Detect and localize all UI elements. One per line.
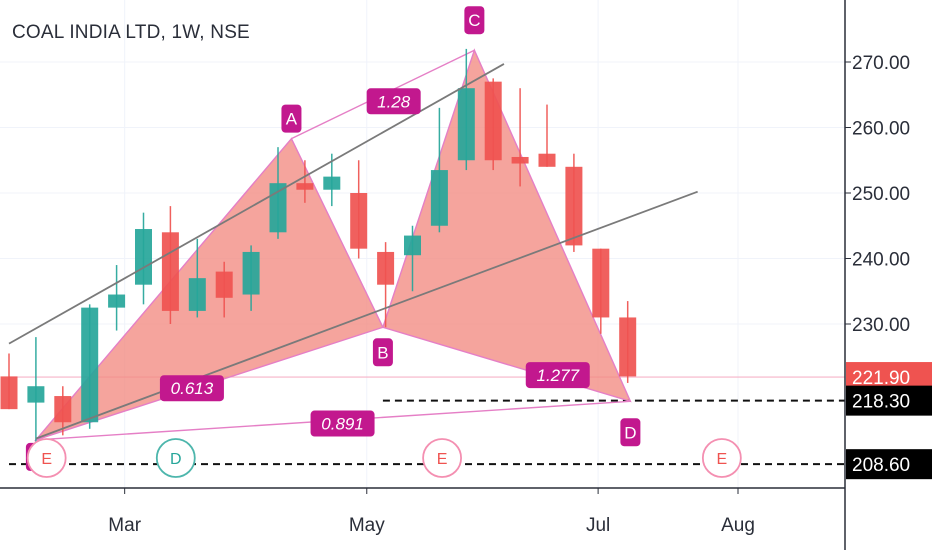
candle-body bbox=[592, 248, 610, 318]
event-marker: D bbox=[155, 438, 196, 478]
price-label-box bbox=[846, 385, 932, 416]
ratio-labels: 0.613 1.28 1.277 0.891 bbox=[159, 88, 590, 437]
candle-body bbox=[27, 386, 45, 403]
candle-body bbox=[350, 193, 368, 249]
trendline bbox=[8, 63, 505, 345]
event-marker-letter: E bbox=[717, 451, 728, 468]
event-marker: E bbox=[701, 438, 742, 478]
point-label-box bbox=[281, 104, 302, 133]
price-label-text: 208.60 bbox=[852, 455, 910, 476]
candle-body bbox=[538, 153, 556, 167]
price-label: 218.30 bbox=[846, 385, 932, 416]
x-tick-label: Aug bbox=[721, 515, 755, 536]
candle-body bbox=[54, 396, 72, 423]
ratio-label-text: 1.277 bbox=[536, 366, 579, 385]
event-marker-letter: D bbox=[170, 451, 182, 468]
point-label-box bbox=[464, 6, 485, 35]
candle-body bbox=[242, 251, 260, 295]
price-label-text: 221.90 bbox=[852, 368, 910, 389]
point-label-d: D bbox=[620, 418, 641, 447]
point-label-text: C bbox=[468, 11, 480, 30]
candle-body bbox=[0, 376, 18, 410]
point-label-text: D bbox=[624, 423, 636, 442]
event-marker-circle bbox=[422, 438, 462, 478]
candle-body bbox=[457, 88, 475, 161]
trendline bbox=[35, 190, 698, 440]
candle-body bbox=[188, 278, 206, 311]
candles bbox=[0, 48, 637, 442]
point-label-text: A bbox=[286, 110, 298, 129]
event-marker-circle bbox=[26, 438, 67, 478]
candle-body bbox=[619, 317, 637, 377]
event-marker-letter: E bbox=[41, 451, 52, 468]
event-marker: E bbox=[422, 438, 462, 478]
event-marker-circle bbox=[155, 438, 196, 478]
point-label-text: B bbox=[377, 343, 388, 362]
candle-body bbox=[81, 307, 99, 423]
candle-body bbox=[404, 235, 421, 256]
ratio-label-text: 0.891 bbox=[321, 415, 364, 434]
candle-body bbox=[296, 183, 314, 190]
price-label-box bbox=[846, 449, 932, 480]
ratio-label-text: 0.613 bbox=[171, 379, 214, 398]
pattern-triangle-bcd bbox=[382, 48, 632, 403]
ratio-label: 0.613 bbox=[159, 375, 224, 402]
point-label-box bbox=[620, 418, 641, 447]
event-marker-circle bbox=[701, 438, 742, 478]
ratio-label-text: 1.28 bbox=[377, 92, 411, 111]
chart-title: COAL INDIA LTD, 1W, NSE bbox=[12, 22, 250, 43]
event-marker-letter: E bbox=[437, 451, 448, 468]
candle-body bbox=[161, 232, 179, 311]
x-tick-label: Jul bbox=[586, 515, 610, 536]
event-marker: E bbox=[26, 438, 67, 478]
point-label-box bbox=[372, 338, 393, 367]
y-tick-label: 230.00 bbox=[852, 315, 910, 336]
y-tick-label: 250.00 bbox=[852, 184, 910, 205]
point-label-a: A bbox=[281, 104, 302, 133]
ratio-label-box bbox=[310, 410, 375, 437]
y-tick-label: 240.00 bbox=[852, 250, 910, 271]
x-tick-label: May bbox=[349, 515, 385, 536]
ratio-label: 0.891 bbox=[310, 410, 375, 437]
ratio-label-box bbox=[525, 362, 590, 389]
candle-body bbox=[484, 81, 502, 161]
ratio-label: 1.277 bbox=[525, 362, 590, 389]
price-label: 208.60 bbox=[846, 449, 932, 480]
point-label-b: B bbox=[372, 338, 393, 367]
candle-body bbox=[323, 176, 341, 190]
candle-body bbox=[215, 271, 233, 298]
ratio-label-box bbox=[366, 88, 421, 115]
candle-body bbox=[377, 251, 395, 285]
candle-body bbox=[269, 183, 287, 233]
y-tick-label: 260.00 bbox=[852, 119, 910, 140]
candle-body bbox=[135, 229, 152, 285]
ratio-label-box bbox=[159, 375, 224, 402]
price-label-text: 218.30 bbox=[852, 392, 910, 413]
ratio-label: 1.28 bbox=[366, 88, 421, 115]
point-label-c: C bbox=[464, 6, 485, 35]
candle-body bbox=[565, 166, 583, 246]
candle-body bbox=[511, 156, 529, 164]
y-tick-label: 270.00 bbox=[852, 53, 910, 74]
trendlines bbox=[8, 63, 698, 440]
candle-body bbox=[430, 170, 448, 226]
candle-body bbox=[108, 294, 126, 308]
x-tick-label: Mar bbox=[108, 515, 141, 536]
